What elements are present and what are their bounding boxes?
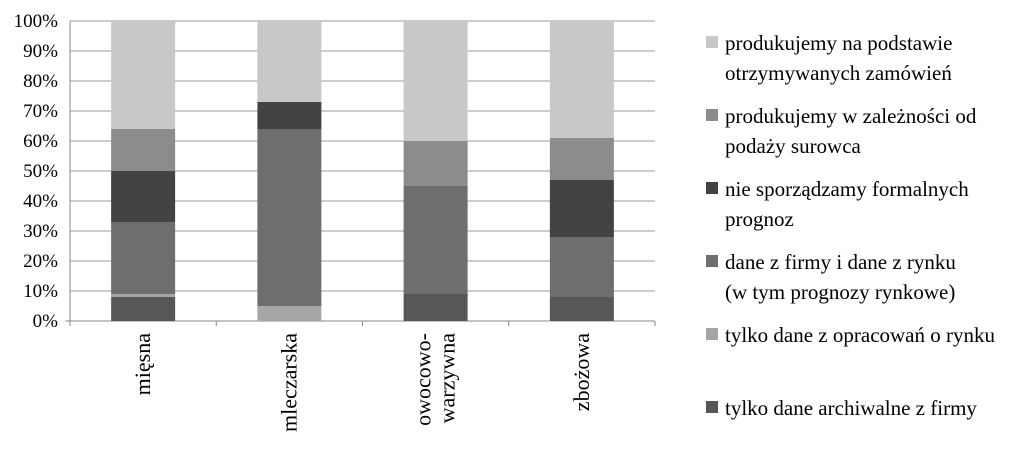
legend-label: produkujemy na podstawie otrzymywanych za… (725, 31, 952, 85)
legend-label-line: produkujemy w zależności od (725, 104, 977, 128)
legend-swatch (706, 328, 718, 340)
legend-label-line: produkujemy na podstawie (725, 31, 952, 55)
bar-segment (403, 21, 468, 141)
bar-segment (403, 141, 468, 186)
x-category-label-line: owocowo- (411, 333, 436, 426)
bar-segment (403, 186, 468, 294)
legend-label: produkujemy w zależności od podaży surowc… (725, 104, 977, 158)
y-tick-label: 80% (23, 71, 58, 92)
legend-label-line: dane z firmy i dane z rynku (725, 250, 956, 274)
bar-segment (549, 297, 614, 321)
legend-label: dane z firmy i dane z rynku (w tym progno… (725, 250, 956, 304)
y-tick-label: 10% (23, 281, 58, 302)
x-category-label: zbożowa (569, 333, 594, 411)
legend-label-line: (w tym prognozy rynkowe) (725, 280, 955, 304)
bar-segment (549, 21, 614, 138)
y-tick-label: 70% (23, 101, 58, 122)
legend-label-line: nie sporządzamy formalnych (725, 177, 969, 201)
legend-label-line: otrzymywanych zamówień (725, 61, 952, 85)
legend-label: tylko dane archiwalne z firmy (725, 396, 977, 420)
legend-label-line: tylko dane z opracowań o rynku (725, 323, 995, 347)
legend-swatch (706, 255, 718, 267)
bar-segment (111, 222, 176, 294)
bar-segment (257, 306, 322, 321)
y-tick-label: 60% (23, 131, 58, 152)
bar-segment (257, 129, 322, 306)
x-category-label-line: mięsna (130, 333, 155, 396)
legend-swatch (706, 36, 718, 48)
bar-segment (111, 297, 176, 321)
y-tick-label: 30% (23, 221, 58, 242)
legend-swatch (706, 401, 718, 413)
y-tick-label: 40% (23, 191, 58, 212)
bar-segment (257, 102, 322, 129)
legend-label-line: tylko dane archiwalne z firmy (725, 396, 977, 420)
bar-segment (549, 180, 614, 237)
legend-swatch (706, 109, 718, 121)
legend-swatch (706, 182, 718, 194)
x-category-label-line: warzywna (435, 333, 460, 424)
bar-segment (111, 129, 176, 171)
x-category-label-line: zbożowa (569, 333, 594, 411)
x-category-label: mleczarska (276, 333, 301, 432)
legend-label-line: prognoz (725, 207, 794, 231)
x-category-label: mięsna (130, 333, 155, 396)
legend-label-line: podaży surowca (725, 134, 862, 158)
y-tick-label: 0% (33, 311, 59, 332)
bar-segment (403, 294, 468, 321)
x-category-label-line: mleczarska (276, 333, 301, 432)
y-tick-label: 50% (23, 161, 58, 182)
y-tick-label: 90% (23, 41, 58, 62)
x-category-label: owocowo-warzywna (411, 333, 460, 426)
y-tick-label: 20% (23, 251, 58, 272)
legend-label: tylko dane z opracowań o rynku (725, 323, 995, 347)
bar-segment (111, 21, 176, 129)
bar-segment (111, 294, 176, 297)
bar-segment (111, 171, 176, 222)
bar-segment (257, 21, 322, 102)
y-tick-label: 100% (14, 11, 59, 32)
legend-label: nie sporządzamy formalnych prognoz (725, 177, 969, 231)
bar-segment (549, 237, 614, 297)
bar-segment (549, 138, 614, 180)
